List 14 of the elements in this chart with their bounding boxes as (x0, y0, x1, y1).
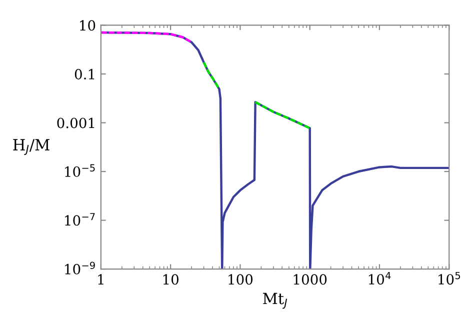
x-tick-label: 10$^{5}$ (438, 272, 460, 285)
y-tick-label: 10$^{−9}$ (65, 262, 95, 274)
x-tick-label: 1 (98, 274, 104, 284)
x-tick-label: 10 (163, 274, 178, 285)
y-tick-label: 0.1 (74, 68, 94, 80)
y-tick-label: 10 (80, 20, 96, 31)
y-tick-label: 10$^{−5}$ (65, 164, 95, 177)
x-tick-label: 1000 (294, 274, 327, 285)
x-tick-label: 10$^{4}$ (368, 272, 391, 285)
y-axis-title: H$_{J}$/M (13, 139, 50, 155)
y-tick-label: 0.001 (57, 118, 94, 128)
y-tick-label: 10$^{−7}$ (65, 213, 95, 226)
x-tick-label: 100 (228, 274, 253, 285)
x-axis-title: Mt$_{J}$ (263, 292, 288, 309)
